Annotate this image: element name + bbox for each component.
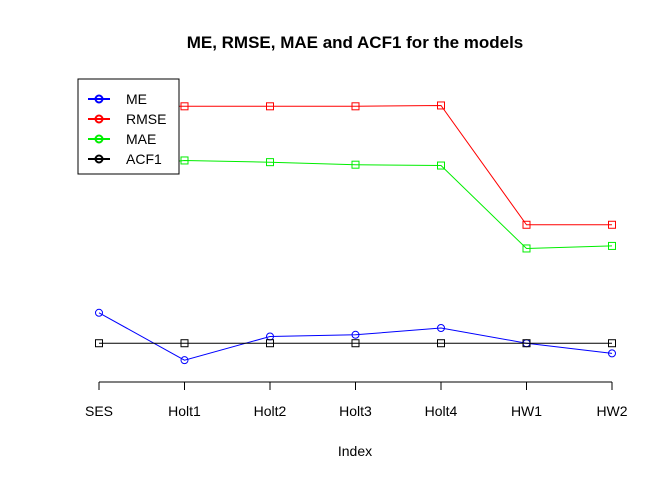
x-tick-label: Holt2 <box>254 403 287 419</box>
x-tick-label: SES <box>85 403 113 419</box>
data-point-acf1 <box>608 339 616 348</box>
legend-label-me: ME <box>126 91 147 107</box>
x-tick-label: Holt3 <box>339 403 372 419</box>
data-point-me <box>351 330 360 339</box>
legend-label-mae: MAE <box>126 131 156 147</box>
legend-marker-rmse <box>94 114 104 124</box>
x-tick-label: Holt4 <box>425 403 458 419</box>
series-line-mae <box>98 159 613 250</box>
data-point-acf1 <box>437 339 445 348</box>
data-point-acf1 <box>266 339 274 348</box>
data-point-mae <box>437 161 445 170</box>
data-point-acf1 <box>95 339 103 348</box>
legend-label-acf1: ACF1 <box>126 151 162 167</box>
chart-title: ME, RMSE, MAE and ACF1 for the models <box>187 33 524 52</box>
legend: ME RMSE MAE ACF1 <box>77 78 180 175</box>
series-line-me <box>98 312 613 361</box>
data-point-mae <box>522 244 531 253</box>
data-point-me <box>95 308 103 317</box>
legend-marker-me <box>94 94 104 104</box>
data-point-acf1 <box>180 339 189 348</box>
data-point-mae <box>608 241 616 250</box>
data-point-mae <box>180 156 189 165</box>
data-point-rmse <box>351 102 360 111</box>
data-point-acf1 <box>522 339 531 348</box>
data-point-me <box>437 324 445 332</box>
legend-marker-acf1 <box>94 154 104 164</box>
data-point-me <box>180 356 189 365</box>
data-point-rmse <box>437 101 445 110</box>
data-point-rmse <box>266 102 274 111</box>
data-point-acf1 <box>351 339 360 348</box>
data-point-me <box>608 349 616 358</box>
series-line-rmse <box>99 104 612 226</box>
x-axis: SES Holt1 Holt2 Holt3 Holt4 HW1 HW2 <box>85 381 628 419</box>
x-tick-label: Holt1 <box>168 403 201 419</box>
data-point-rmse <box>180 102 189 111</box>
legend-marker-mae <box>94 134 104 144</box>
data-point-mae <box>351 160 360 169</box>
data-point-rmse <box>522 220 531 229</box>
data-point-mae <box>266 158 274 167</box>
x-axis-label: Index <box>338 443 372 459</box>
legend-label-rmse: RMSE <box>126 111 166 127</box>
x-tick-label: HW1 <box>511 403 542 419</box>
data-point-rmse <box>608 220 616 229</box>
x-tick-label: HW2 <box>596 403 627 419</box>
